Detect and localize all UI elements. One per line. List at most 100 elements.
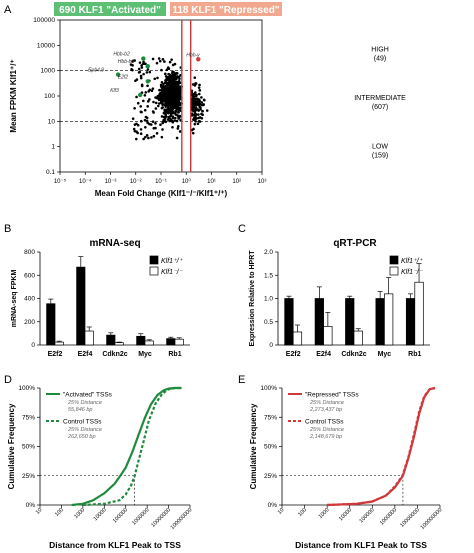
scatter-point (168, 94, 172, 97)
y-axis-label: Expression Relative to HPRT (249, 250, 256, 347)
scatter-point (195, 103, 198, 106)
gene-label: Hbb-b1 (118, 59, 135, 65)
y-tick-label: 400 (24, 296, 35, 303)
scatter-point (154, 96, 157, 99)
scatter-points (129, 57, 209, 141)
x-tick-label: 10⁻⁴ (79, 178, 92, 185)
scatter-point (166, 108, 170, 112)
scatter-point (163, 111, 167, 114)
x-tick-label: 10000000 (399, 507, 421, 529)
scatter-point (198, 103, 202, 106)
bar (345, 298, 355, 346)
scatter-point (169, 119, 173, 123)
scatter-point (136, 101, 140, 105)
panel-e-cumulative-chart: 0%25%50%75%100%10 100 1000 10000 100000 10000… (249, 385, 443, 550)
activated-banner: 690 KLF1 "Activated" (59, 5, 161, 16)
highlight-point (141, 56, 146, 61)
x-tick-label: 10² (232, 179, 241, 185)
y-tick-label: 75% (264, 414, 277, 421)
scatter-point (169, 89, 172, 93)
scatter-point (177, 110, 180, 114)
scatter-point (200, 116, 204, 120)
scatter-point (205, 109, 209, 112)
scatter-point (135, 137, 138, 141)
scatter-point (195, 93, 198, 97)
x-tick-label: 10⁻³ (105, 179, 117, 185)
scatter-point (191, 100, 195, 103)
scatter-point (197, 119, 201, 123)
gene-label: Hbb-b2 (113, 52, 130, 58)
scatter-point (196, 97, 199, 101)
panel-letter-a: A (4, 4, 12, 16)
legend-swatch (389, 266, 399, 276)
scatter-point (161, 128, 164, 131)
scatter-point (198, 83, 201, 87)
x-tick-label: 100000 (358, 507, 375, 524)
x-tick-label: 10⁻² (130, 179, 142, 185)
x-tick-label: 10¹ (207, 179, 216, 185)
gene-label: E2f2 (118, 74, 129, 80)
x-axis-label: Mean Fold Change (Klf1⁻/⁻/Klf1⁺/⁺) (95, 189, 228, 198)
scatter-point (144, 135, 147, 139)
scatter-point (194, 100, 197, 103)
highlight-point (145, 64, 150, 69)
legend-swatch (389, 255, 399, 265)
scatter-point (177, 102, 181, 106)
scatter-point (152, 100, 155, 104)
scatter-point (162, 89, 166, 93)
y-tick-label: 25% (22, 473, 35, 480)
panel-d-cumulative-chart: 0%25%50%75%100%10 100 1000 10000 100000 10000… (7, 385, 193, 550)
legend-label: "Activated" TSSs (63, 392, 113, 399)
scatter-point (200, 101, 204, 104)
scatter-point (178, 77, 181, 80)
scatter-point (178, 81, 182, 85)
panel-letter-d: D (4, 374, 12, 386)
y-tick-label: 10000 (37, 42, 55, 49)
highlight-point (145, 79, 150, 84)
scatter-point (174, 116, 177, 120)
scatter-point (135, 130, 138, 134)
scatter-point (191, 83, 195, 86)
y-tick-label: 2.0 (264, 249, 273, 256)
scatter-point (191, 131, 195, 135)
scatter-point (176, 91, 180, 95)
scatter-point (147, 90, 150, 93)
scatter-point (154, 122, 157, 125)
scatter-point (150, 89, 154, 93)
panel-letter-e: E (238, 374, 245, 386)
scatter-point (169, 92, 173, 95)
scatter-point (142, 137, 145, 141)
legend-note: 262,650 bp (67, 434, 96, 440)
scatter-point (133, 59, 136, 62)
scatter-point (129, 63, 133, 66)
scatter-point (147, 100, 150, 103)
bar (144, 340, 154, 346)
panel-b-mrna-bar-chart: mRNA-seq 0 200 400 600 800 mRNA-seq FPKM E2f2 E2… (11, 238, 190, 358)
chart-title: qRT-PCR (333, 238, 377, 249)
scatter-point (131, 60, 134, 63)
scatter-point (191, 103, 194, 106)
series-line (82, 386, 182, 507)
scatter-point (144, 91, 148, 94)
scatter-point (143, 118, 147, 122)
scatter-point (146, 84, 149, 88)
scatter-point (143, 94, 147, 97)
y-tick-label: 0.1 (46, 169, 55, 176)
scatter-point (154, 107, 158, 110)
y-tick-label: 0.5 (264, 319, 273, 326)
scatter-point (165, 82, 169, 85)
scatter-point (168, 73, 172, 77)
scatter-point (192, 92, 196, 96)
tier-label: INTERMEDIATE (354, 95, 406, 102)
x-tick-label: 10⁰ (182, 178, 192, 185)
scatter-point (167, 95, 170, 99)
highlight-point (196, 57, 201, 62)
legend-note: 25% Distance (67, 400, 102, 406)
scatter-point (155, 61, 159, 65)
bar (353, 330, 363, 346)
scatter-point (176, 95, 179, 98)
scatter-point (140, 110, 143, 114)
scatter-point (194, 113, 198, 116)
scatter-point (190, 128, 194, 132)
bar (54, 341, 64, 346)
